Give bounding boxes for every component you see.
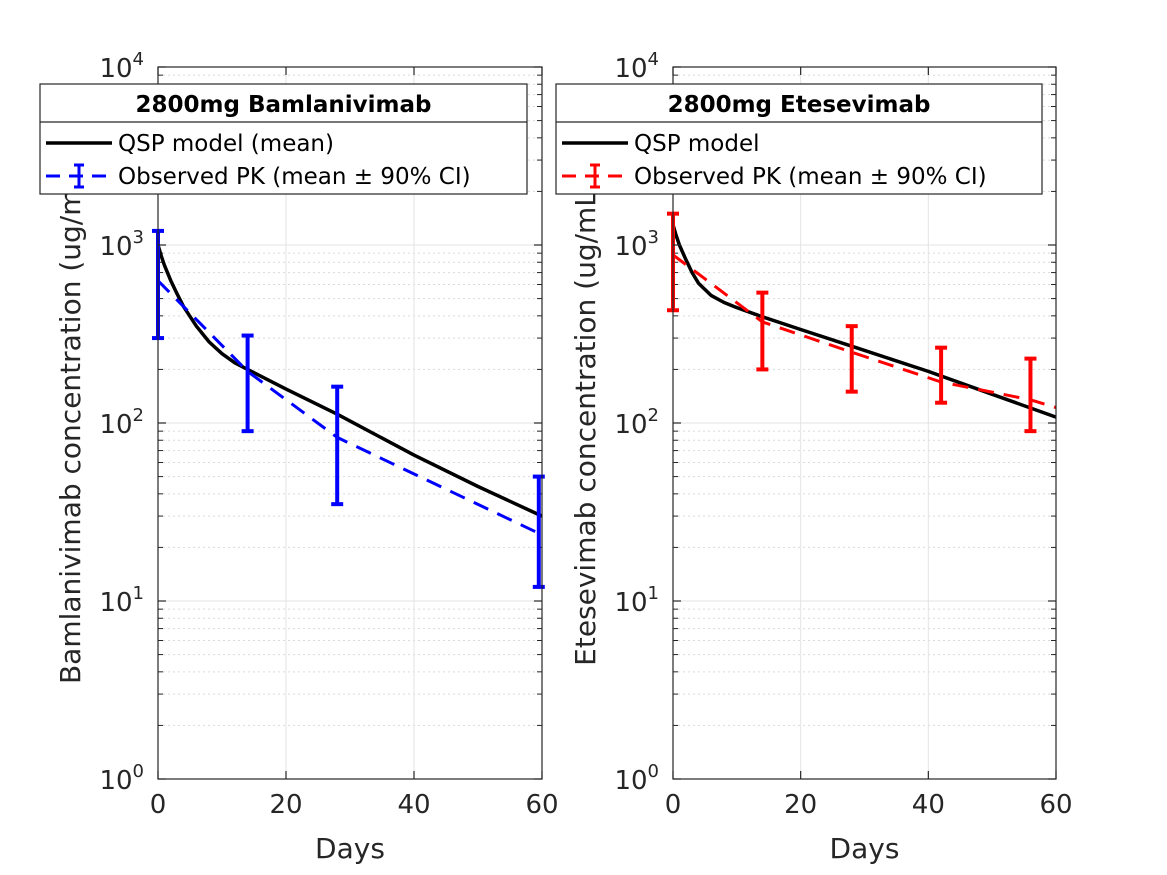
x-tick-label: 60 (1039, 790, 1072, 820)
y-tick-label: 103 (99, 227, 144, 262)
error-bar (331, 384, 344, 507)
y-axis-label: Etesevimab concentration (ug/mL) (569, 180, 602, 666)
legend-entry-label: QSP model (634, 131, 760, 157)
y-tick-label: 101 (614, 583, 659, 618)
x-tick-label: 20 (784, 790, 817, 820)
panel-left: 0 20 40 60 100 101 102 103 104 Days Bamlanivimab c… (39, 49, 559, 865)
series-line-0 (156, 244, 543, 518)
legend-entry-label: Observed PK (mean ± 90% CI) (634, 164, 987, 190)
y-tick-label: 104 (614, 49, 659, 84)
y-tick-label: 102 (99, 405, 144, 440)
y-tick-label: 101 (99, 583, 144, 618)
error-bar (241, 333, 254, 434)
y-tick-label: 103 (614, 227, 659, 262)
x-tick-label: 20 (269, 790, 302, 820)
error-bar (532, 474, 545, 589)
x-tick-label: 60 (525, 790, 558, 820)
x-axis-label: Days (315, 832, 385, 865)
panel-right: 0 20 40 60 100 101 102 103 104 Days Etesevimab con… (555, 49, 1073, 865)
legend-box (39, 83, 528, 195)
y-axis-label: Bamlanivimab concentration (ug/mL) (54, 162, 87, 684)
x-tick-label: 40 (397, 790, 430, 820)
error-bar (756, 290, 769, 372)
x-tick-label: 40 (912, 790, 945, 820)
x-tick-label: 0 (665, 790, 682, 820)
y-tick-label: 100 (99, 761, 144, 796)
legend-box (555, 83, 1043, 195)
y-tick-label: 104 (99, 49, 144, 84)
legend-title: 2800mg Etesevimab (668, 92, 931, 118)
error-bar (1024, 356, 1037, 434)
error-bar (845, 324, 858, 394)
legend-entry-label: QSP model (mean) (118, 131, 334, 157)
x-tick-label: 0 (150, 790, 167, 820)
series-line-0 (671, 224, 1057, 419)
legend: 2800mg Bamlanivimab QSP model (mean) Obser… (39, 83, 528, 195)
series-line-1 (156, 279, 540, 535)
error-bar (935, 345, 948, 405)
x-axis-label: Days (830, 832, 900, 865)
series-line-1 (672, 253, 1057, 410)
legend-title: 2800mg Bamlanivimab (136, 92, 432, 118)
y-tick-label: 100 (614, 761, 659, 796)
legend: 2800mg Etesevimab QSP model Observed PK (m… (555, 83, 1043, 195)
y-tick-label: 102 (614, 405, 659, 440)
legend-entry-label: Observed PK (mean ± 90% CI) (118, 164, 471, 190)
